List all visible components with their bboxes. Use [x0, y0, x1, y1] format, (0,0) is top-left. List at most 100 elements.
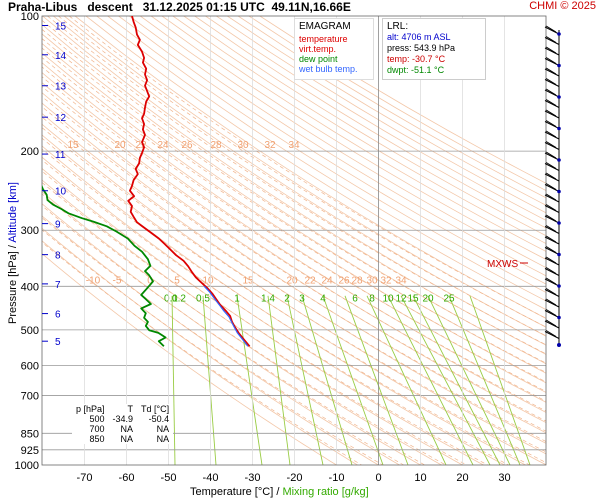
dry-adiabat-line: [194, 16, 546, 229]
mixing-ratio-lines: 0.10.2 0.5 1 1.4 2 3 4 6 8 10 12 15 20 25: [164, 293, 531, 465]
theta-label: 28: [351, 275, 363, 286]
copyright-label: CHMI © 2025: [529, 0, 596, 12]
table-cell: NA: [156, 434, 170, 444]
table-cell: NA: [120, 424, 134, 434]
wind-barb: [544, 226, 560, 234]
legend-item-wet-bulb: wet bulb temp.: [299, 64, 358, 74]
temperature-tick-label: -20: [287, 472, 303, 484]
x-axis-label-mixing: Mixing ratio [g/kg]: [282, 486, 369, 498]
theta-label: 26: [338, 275, 350, 286]
wind-barb: [544, 278, 560, 287]
dry-adiabat-line: [42, 92, 546, 423]
dry-adiabat-line: [227, 16, 546, 206]
mixing-ratio-label: 0.2: [172, 293, 186, 304]
moist-adiabat-line: [42, 76, 546, 402]
theta-label: 22: [304, 275, 316, 286]
temperature-tick-label: -60: [119, 472, 135, 484]
dry-adiabat-line: [216, 16, 546, 214]
wind-barb: [544, 37, 560, 45]
x-axis-label: Temperature [°C] / Mixing ratio [g/kg]: [190, 486, 369, 498]
level-table-head-t: T: [127, 404, 134, 414]
theta-label: 22: [135, 140, 147, 151]
pressure-tick-label: 850: [21, 428, 39, 440]
level-table-head-p: p [hPa]: [76, 404, 105, 414]
table-cell: -34.9: [112, 414, 134, 424]
legend-item-virt-temp: virt.temp.: [299, 44, 337, 54]
dry-adiabat-line: [118, 16, 546, 285]
altitude-tick-label: 14: [55, 51, 67, 62]
lrl-temp: temp: -30.7 °C: [387, 54, 446, 64]
pressure-tick-label: 400: [21, 281, 39, 293]
theta-label: 24: [157, 140, 169, 151]
table-cell: 500: [89, 414, 105, 424]
wind-barb: [545, 151, 557, 159]
temperature-tick-label: -70: [77, 472, 93, 484]
legend-item-dew-point: dew point: [299, 54, 338, 64]
wind-barb: [545, 25, 557, 33]
mixing-ratio-label: 0.1: [164, 293, 178, 304]
wind-barb: [545, 267, 557, 274]
altitude-tick-label: 15: [55, 22, 67, 33]
wind-barb: [545, 172, 557, 180]
wind-barb: [544, 47, 560, 56]
pressure-tick-label: 925: [21, 445, 39, 457]
wind-barb: [545, 46, 557, 54]
dry-adiabat-line: [42, 72, 546, 403]
wind-barb: [544, 121, 560, 129]
wind-barb: [544, 100, 560, 108]
mixing-ratio-label: 8: [369, 293, 375, 304]
mixing-ratio-label: 25: [443, 293, 455, 304]
wind-barbs: MXWS: [487, 25, 561, 347]
wind-barb: [544, 289, 560, 297]
altitude-tick-label: 10: [55, 187, 67, 198]
wind-point: [557, 95, 561, 99]
mixing-ratio-label: 4: [320, 293, 326, 304]
wind-barb: [544, 320, 560, 329]
mixing-ratio-label: 15: [407, 293, 419, 304]
table-cell: -50.4: [148, 414, 170, 424]
theta-label: 20: [114, 140, 126, 151]
dry-adiabat-line: [42, 62, 546, 393]
wind-barb: [545, 214, 557, 222]
dry-adiabat-line: [140, 16, 546, 269]
theta-label: 15: [67, 140, 79, 151]
wind-barb: [544, 173, 560, 182]
pressure-tick-label: 500: [21, 325, 39, 337]
temperature-tick-label: 30: [498, 472, 510, 484]
dry-adiabat-line: [42, 102, 546, 434]
y-axis-label-altitude: Altitude [km]: [7, 182, 19, 243]
wind-barb: [545, 67, 557, 75]
mixing-ratio-line: [202, 295, 217, 465]
mixing-ratio-line: [267, 295, 291, 465]
lrl-dwpt: dwpt: -51.1 °C: [387, 65, 445, 75]
dry-adiabat-line: [172, 16, 546, 244]
level-table-header: p [hPa] T Td [°C]: [72, 404, 173, 414]
wind-barb: [545, 193, 557, 201]
wind-barb: [544, 236, 560, 245]
wind-barb: [545, 120, 557, 127]
pressure-tick-label: 300: [21, 225, 39, 237]
moist-adiabat-line: [42, 47, 546, 373]
temperature-tick-label: -30: [245, 472, 261, 484]
moist-adiabat-line: [42, 127, 546, 453]
mixing-ratio-label: 0.5: [196, 293, 210, 304]
wind-barb: [545, 319, 557, 327]
dry-adiabat-line: [237, 16, 546, 199]
wind-barb: [544, 152, 560, 161]
wind-point: [557, 284, 561, 288]
theta-label: 32: [264, 140, 276, 151]
temperature-tick-label: -40: [203, 472, 219, 484]
wind-barb: [544, 299, 560, 308]
moist-adiabat-line: [58, 16, 546, 328]
wind-point: [557, 158, 561, 162]
axis-ticks: 15 14 13 12 11 10 9 8 7 6 5: [42, 22, 67, 348]
table-cell: NA: [120, 434, 134, 444]
theta-label: 20: [286, 275, 298, 286]
mixing-ratio-label: 1.4: [261, 293, 275, 304]
wind-barb: [544, 58, 560, 66]
mixing-ratio-label: 1: [234, 293, 240, 304]
wind-barb: [544, 331, 560, 339]
mixing-ratio-line: [400, 295, 491, 465]
theta-label: 24: [321, 275, 333, 286]
